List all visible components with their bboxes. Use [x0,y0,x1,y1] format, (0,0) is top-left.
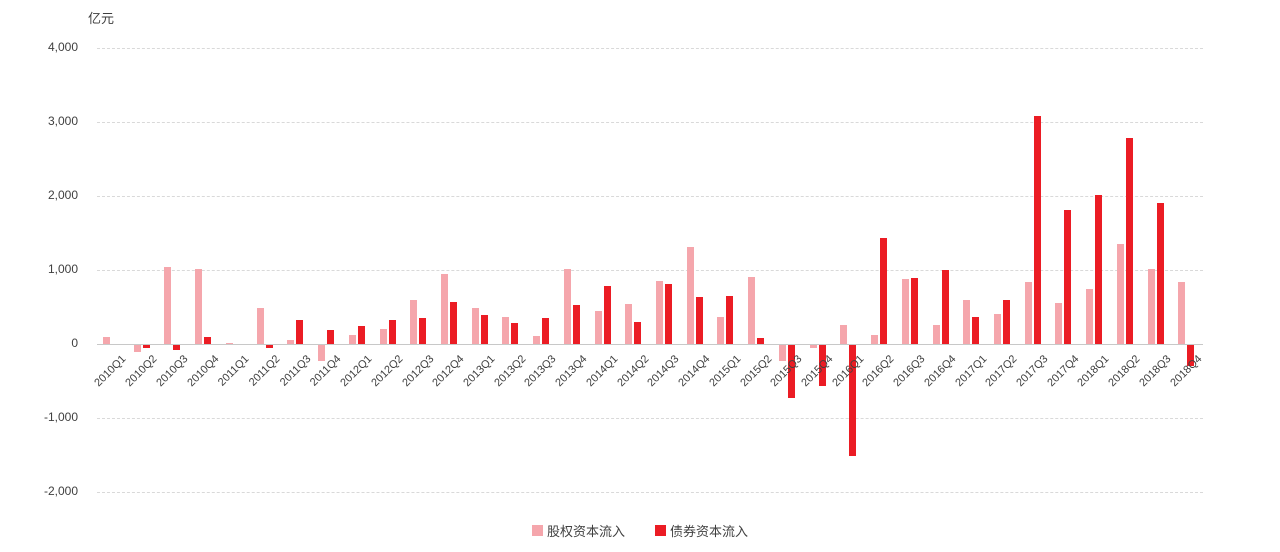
bar-bond-2013Q1 [480,315,488,344]
bar-bond-2016Q2 [880,238,888,344]
bar-equity-2018Q3 [1147,268,1155,344]
bar-bond-2011Q3 [296,320,304,344]
gridline [97,418,1203,419]
bar-bond-2012Q1 [357,325,365,344]
bar-equity-2016Q1 [840,324,848,344]
gridline [97,48,1203,49]
bar-bond-2016Q1 [849,345,857,456]
bar-equity-2013Q4 [563,268,571,344]
bar-bond-2015Q3 [787,345,795,398]
bar-bond-2018Q1 [1095,194,1103,344]
bar-equity-2016Q4 [932,324,940,344]
bar-equity-2010Q2 [133,345,141,352]
bar-equity-2017Q3 [1024,281,1032,344]
bar-bond-2015Q4 [818,345,826,386]
bar-equity-2012Q4 [440,273,448,344]
bar-equity-2012Q2 [379,329,387,344]
bar-equity-2017Q1 [963,299,971,344]
bar-equity-2016Q2 [871,335,879,344]
bar-equity-2013Q1 [471,308,479,344]
bar-bond-2018Q3 [1156,203,1164,344]
bar-bond-2013Q3 [542,318,550,344]
gridline [97,196,1203,197]
bar-equity-2018Q4 [1178,281,1186,344]
y-axis-tick-label: 4,000 [47,40,78,54]
bar-equity-2013Q3 [533,335,541,344]
legend-item-equity: 股权资本流入 [531,521,625,540]
equity-series-swatch-icon [531,525,543,536]
bar-equity-2011Q2 [256,308,264,344]
bar-bond-2014Q3 [665,284,672,344]
bar-bond-2012Q4 [449,301,457,344]
zero-axis-line [97,344,1203,345]
bar-equity-2014Q1 [594,310,602,344]
bar-equity-2014Q4 [686,247,694,344]
bond-series-swatch-icon [655,525,666,536]
bar-bond-2011Q2 [265,345,273,348]
bar-equity-2015Q3 [778,345,786,362]
bar-bond-2012Q3 [419,318,427,344]
bar-equity-2011Q4 [318,345,326,361]
bar-bond-2018Q4 [1187,345,1195,366]
legend-item-bond: 债券资本流入 [655,521,748,540]
bar-bond-2013Q2 [511,323,519,344]
y-axis-tick-label: -2,000 [43,484,78,498]
bar-bond-2014Q4 [695,297,703,344]
y-axis-tick-label: 2,000 [47,188,78,202]
bar-equity-2012Q1 [348,335,356,344]
bar-bond-2017Q3 [1033,116,1041,344]
bar-bond-2017Q1 [972,316,980,344]
bar-bond-2017Q4 [1064,210,1072,344]
y-axis-tick-label: 3,000 [47,114,78,128]
y-axis-tick-label: 0 [71,336,78,350]
gridline [97,492,1203,493]
y-axis-tick-label: -1,000 [43,410,78,424]
bar-bond-2014Q2 [634,321,642,344]
bar-equity-2017Q2 [993,314,1001,344]
bar-bond-2012Q2 [388,319,396,344]
bar-bond-2017Q2 [1002,299,1010,344]
gridline [97,270,1203,271]
bar-equity-2018Q1 [1086,288,1094,344]
bar-equity-2011Q3 [287,340,295,344]
bar-bond-2015Q1 [726,295,734,344]
bar-equity-2016Q3 [901,278,909,344]
bar-equity-2015Q2 [748,277,756,344]
y-axis-unit-label: 亿元 [88,11,115,26]
bar-bond-2014Q1 [603,285,611,344]
bar-bond-2016Q4 [941,270,949,344]
bar-equity-2017Q4 [1055,303,1063,344]
gridline [97,122,1203,123]
bar-equity-2010Q4 [195,268,203,344]
bar-equity-2014Q2 [625,304,633,344]
y-axis-tick-label: 1,000 [47,262,78,276]
bar-bond-2010Q3 [173,345,181,351]
bar-bond-2016Q3 [910,278,918,344]
bar-equity-2014Q3 [656,281,663,344]
bar-equity-2013Q2 [502,316,510,344]
bar-bond-2010Q4 [204,337,212,344]
bar-bond-2015Q2 [757,338,765,344]
legend-label-bond: 债券资本流入 [670,524,749,539]
bar-bond-2013Q4 [572,304,580,344]
bar-equity-2010Q3 [164,267,172,344]
bar-equity-2015Q1 [717,316,725,344]
bar-bond-2011Q4 [327,329,335,344]
bar-bond-2010Q2 [142,345,150,349]
bar-equity-2011Q1 [225,342,233,344]
bar-equity-2012Q3 [410,300,418,344]
bar-equity-2010Q1 [103,336,110,344]
bar-equity-2015Q4 [809,345,817,348]
bar-equity-2018Q2 [1116,244,1124,344]
legend: 股权资本流入 债券资本流入 [0,521,1280,540]
bar-bond-2018Q2 [1125,138,1133,344]
legend-label-equity: 股权资本流入 [546,524,625,539]
